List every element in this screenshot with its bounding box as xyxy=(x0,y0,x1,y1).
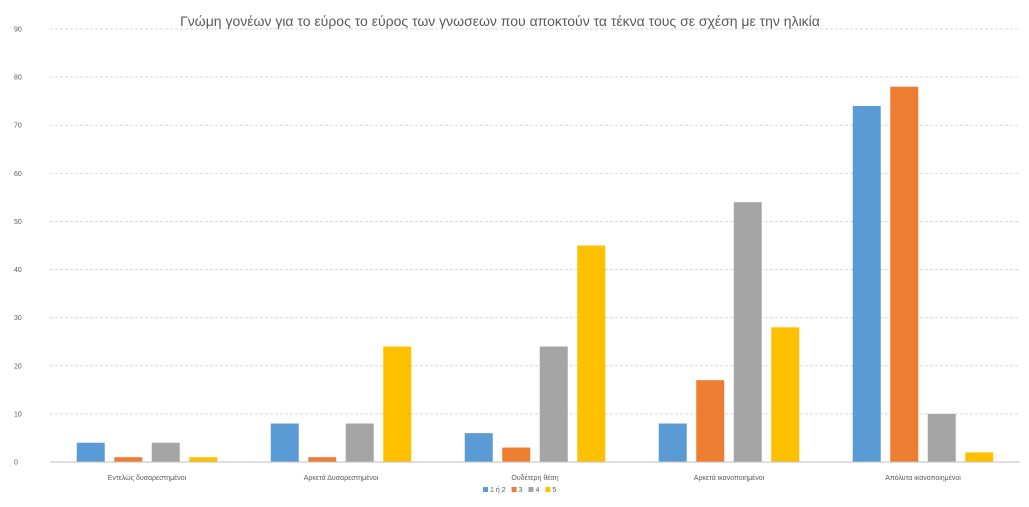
y-tick-label: 60 xyxy=(14,171,22,178)
category-label: Εντελώς δυσαρεστημένοι xyxy=(108,474,187,482)
bar xyxy=(464,433,493,462)
bar xyxy=(658,423,687,462)
y-tick-label: 90 xyxy=(14,27,22,34)
bar xyxy=(189,457,218,462)
y-tick-label: 0 xyxy=(14,460,18,467)
bar xyxy=(383,346,412,462)
category-label: Απόλυτα ικανοποιημένοι xyxy=(885,474,961,482)
bar xyxy=(890,86,919,462)
y-tick-label: 20 xyxy=(14,363,22,370)
bar xyxy=(852,105,881,462)
bar xyxy=(733,202,762,462)
y-tick-label: 40 xyxy=(14,267,22,274)
legend-swatch xyxy=(511,487,517,492)
legend-label: 4 xyxy=(535,487,539,494)
bar xyxy=(539,346,568,462)
legend-label: 3 xyxy=(519,487,523,494)
y-tick-label: 30 xyxy=(14,315,22,322)
bar xyxy=(696,380,725,462)
x-axis-labels: Εντελώς δυσαρεστημένοι Αρκετά Δυσαρεστημέ… xyxy=(108,474,961,482)
bar xyxy=(114,457,143,462)
bars xyxy=(76,86,994,462)
bar xyxy=(927,413,956,462)
y-tick-label: 10 xyxy=(14,411,22,418)
y-tick-label: 80 xyxy=(14,75,22,82)
bar xyxy=(965,452,994,462)
legend-label: 1 ή 2 xyxy=(490,487,506,494)
bar xyxy=(308,457,337,462)
legend: 1 ή 2 3 4 5 xyxy=(483,487,556,494)
bar xyxy=(345,423,374,462)
bar xyxy=(151,442,180,462)
gridlines xyxy=(50,28,1020,415)
category-label: Αρκετά Δυσαρεστημένοι xyxy=(304,474,379,482)
y-tick-label: 70 xyxy=(14,123,22,130)
legend-swatch xyxy=(545,487,551,492)
bar xyxy=(76,442,105,462)
category-label: Ουδέτερη θέση xyxy=(511,474,558,482)
bar xyxy=(577,245,606,462)
bar xyxy=(502,447,531,462)
legend-label: 5 xyxy=(552,487,556,494)
y-axis-ticks: 0 10 20 30 40 50 60 70 80 90 xyxy=(14,27,22,467)
bar xyxy=(771,327,800,462)
bar xyxy=(270,423,299,462)
legend-swatch xyxy=(528,487,534,492)
chart-title: Γνώμη γονέων για το εύρος το εύρος των γ… xyxy=(180,13,820,29)
y-tick-label: 50 xyxy=(14,219,22,226)
legend-swatch xyxy=(483,487,488,492)
category-label: Αρκετά ικανοποιημένοι xyxy=(694,474,765,482)
